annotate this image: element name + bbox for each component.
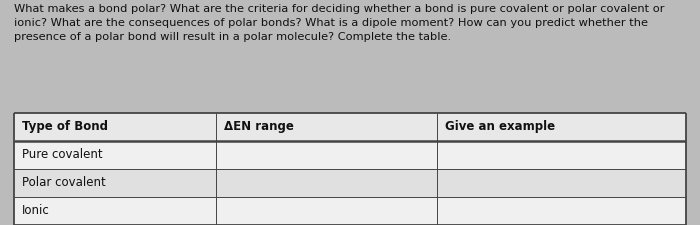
Bar <box>14 141 686 169</box>
Bar <box>14 112 686 141</box>
Text: Pure covalent: Pure covalent <box>22 148 103 161</box>
Bar <box>14 169 686 197</box>
Text: Type of Bond: Type of Bond <box>22 120 108 133</box>
Text: Ionic: Ionic <box>22 205 50 217</box>
Bar <box>14 197 686 225</box>
Text: ΔEN range: ΔEN range <box>224 120 293 133</box>
Text: Give an example: Give an example <box>445 120 556 133</box>
Text: Polar covalent: Polar covalent <box>22 176 106 189</box>
Text: What makes a bond polar? What are the criteria for deciding whether a bond is pu: What makes a bond polar? What are the cr… <box>14 4 664 42</box>
